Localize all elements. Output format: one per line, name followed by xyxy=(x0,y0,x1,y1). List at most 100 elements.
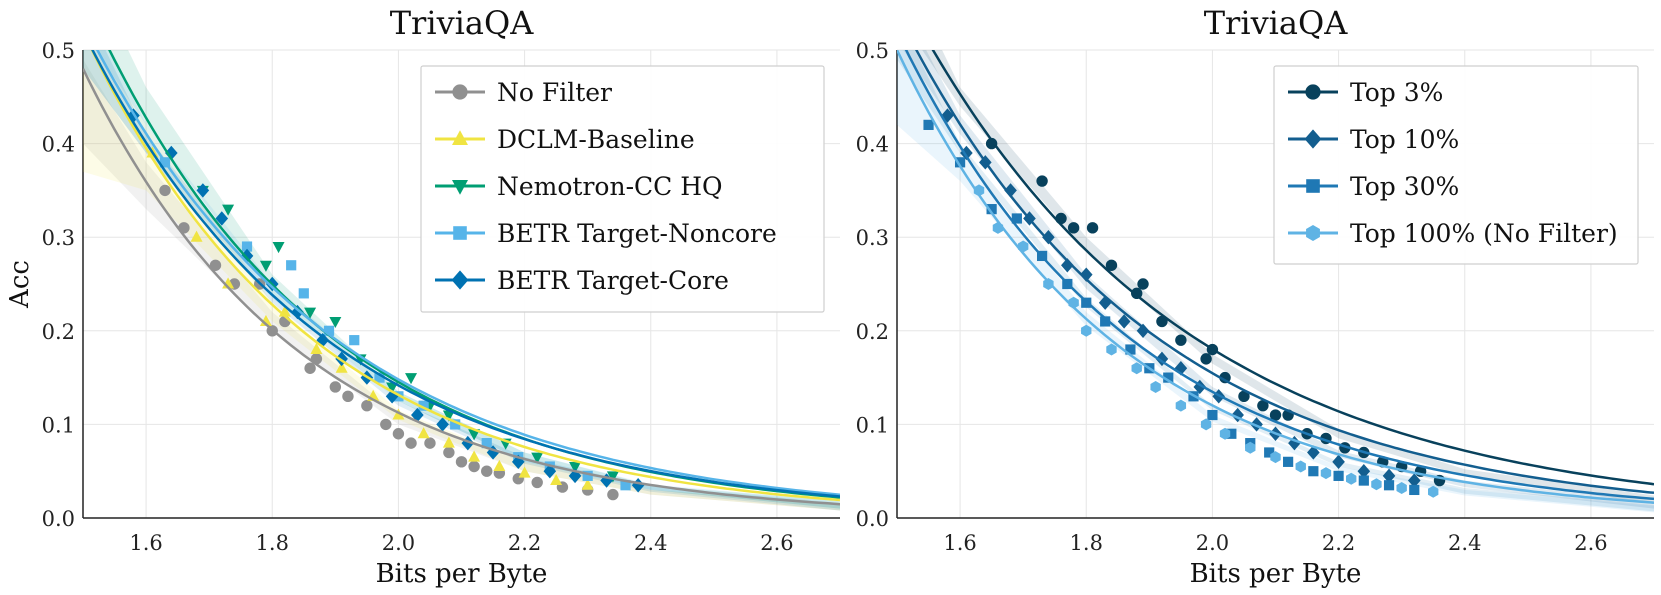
legend-label: Top 30% xyxy=(1350,172,1459,201)
x-axis-label: Bits per Byte xyxy=(1190,559,1362,589)
data-point xyxy=(986,204,997,215)
data-point xyxy=(304,362,316,374)
fit-curve xyxy=(90,50,840,502)
data-point xyxy=(1150,380,1161,393)
data-point xyxy=(1043,278,1054,290)
plot-area xyxy=(897,50,1654,513)
legend-item: Nemotron-CC HQ xyxy=(435,172,723,201)
data-point xyxy=(1308,466,1319,477)
data-point xyxy=(442,410,455,422)
data-point xyxy=(1407,473,1421,488)
data-point xyxy=(1061,258,1074,273)
data-point xyxy=(1238,390,1250,403)
legend-marker xyxy=(1306,179,1320,193)
y-tick-label: 0.3 xyxy=(42,226,75,250)
y-tick-label: 0.0 xyxy=(856,507,889,531)
data-point xyxy=(468,460,480,473)
data-point xyxy=(1131,362,1142,375)
data-point xyxy=(291,304,304,320)
data-point xyxy=(1079,267,1093,282)
data-point xyxy=(196,183,210,198)
legend-item: Top 10% xyxy=(1288,125,1459,154)
data-point xyxy=(165,145,178,161)
data-point xyxy=(518,466,531,478)
x-tick-label: 2.0 xyxy=(382,531,415,555)
y-tick-label: 0.5 xyxy=(42,39,75,63)
data-point xyxy=(1067,222,1080,234)
chart-title: TriviaQA xyxy=(390,4,535,42)
fit-curve xyxy=(95,50,840,496)
data-point xyxy=(569,462,582,474)
legend-label: DCLM-Baseline xyxy=(497,125,695,154)
data-point xyxy=(1358,475,1369,486)
data-point xyxy=(159,184,171,197)
x-tick-label: 2.6 xyxy=(760,531,793,555)
data-point xyxy=(1137,278,1149,290)
data-point xyxy=(424,437,436,449)
legend-item: DCLM-Baseline xyxy=(435,125,695,154)
data-point xyxy=(417,427,430,439)
y-tick-label: 0.2 xyxy=(856,320,889,344)
y-tick-label: 0.2 xyxy=(42,320,75,344)
chart-panel-1: 1.6 1.8 2.0 2.2 2.4 2.6 0.0 0.1 0.2 0.3 0.4 0.5 Triv… xyxy=(5,4,840,589)
data-point xyxy=(361,399,373,412)
legend-marker xyxy=(452,130,468,145)
legend-marker xyxy=(1305,84,1321,100)
legend-label: Nemotron-CC HQ xyxy=(497,172,723,201)
data-point xyxy=(455,456,468,468)
chart-panel-2: 1.6 1.8 2.0 2.2 2.4 2.6 0.0 0.1 0.2 0.3 0.4 0.5 Triv… xyxy=(856,4,1654,589)
data-point xyxy=(298,288,309,299)
fit-curve xyxy=(83,68,840,506)
data-point xyxy=(1207,409,1218,421)
data-point xyxy=(405,373,418,385)
legend-item: Top 3% xyxy=(1288,78,1443,107)
x-tick-label: 1.8 xyxy=(256,531,289,555)
x-tick-label: 2.6 xyxy=(1574,531,1607,555)
y-tick-label: 0.5 xyxy=(856,39,889,63)
y-tick-label: 0.1 xyxy=(856,413,889,437)
data-point xyxy=(468,429,481,441)
data-point xyxy=(1117,314,1131,329)
data-point xyxy=(335,361,348,373)
legend-label: BETR Target-Core xyxy=(497,266,729,295)
legend-label: Top 100% (No Filter) xyxy=(1350,219,1618,248)
data-point xyxy=(1320,467,1332,480)
legend-marker xyxy=(452,180,468,195)
data-point xyxy=(1357,464,1371,479)
data-point xyxy=(1346,472,1357,485)
legend-marker xyxy=(1306,225,1320,241)
data-point xyxy=(436,417,449,432)
data-point xyxy=(1333,470,1344,481)
data-point xyxy=(272,242,285,254)
data-point xyxy=(581,478,594,490)
y-tick-label: 0.4 xyxy=(42,133,75,157)
data-point xyxy=(1219,427,1231,440)
y-tick-label: 0.4 xyxy=(856,133,889,157)
legend-marker xyxy=(1304,129,1322,149)
data-point xyxy=(222,204,235,216)
data-point xyxy=(1036,175,1048,187)
legend-marker xyxy=(453,226,467,240)
y-tick-label: 0.0 xyxy=(42,507,75,531)
data-point xyxy=(1257,399,1269,412)
data-point xyxy=(1106,343,1117,356)
data-point xyxy=(1136,323,1150,338)
data-point xyxy=(1156,315,1168,328)
data-point xyxy=(1175,399,1187,412)
data-point xyxy=(1371,478,1382,491)
data-point xyxy=(1409,484,1420,496)
data-point xyxy=(1004,183,1017,198)
data-point xyxy=(329,316,342,329)
data-point xyxy=(1200,353,1212,365)
data-point xyxy=(985,137,998,150)
data-point xyxy=(310,342,323,355)
data-point xyxy=(941,108,954,123)
plot-area xyxy=(83,50,840,511)
data-point xyxy=(543,464,557,479)
data-point xyxy=(1011,213,1022,224)
data-point xyxy=(607,488,619,501)
legend: Top 3% Top 10% Top 30% Top 100% (No Filter) xyxy=(1273,65,1639,265)
fit-curve xyxy=(904,50,1654,501)
data-point xyxy=(342,390,354,403)
